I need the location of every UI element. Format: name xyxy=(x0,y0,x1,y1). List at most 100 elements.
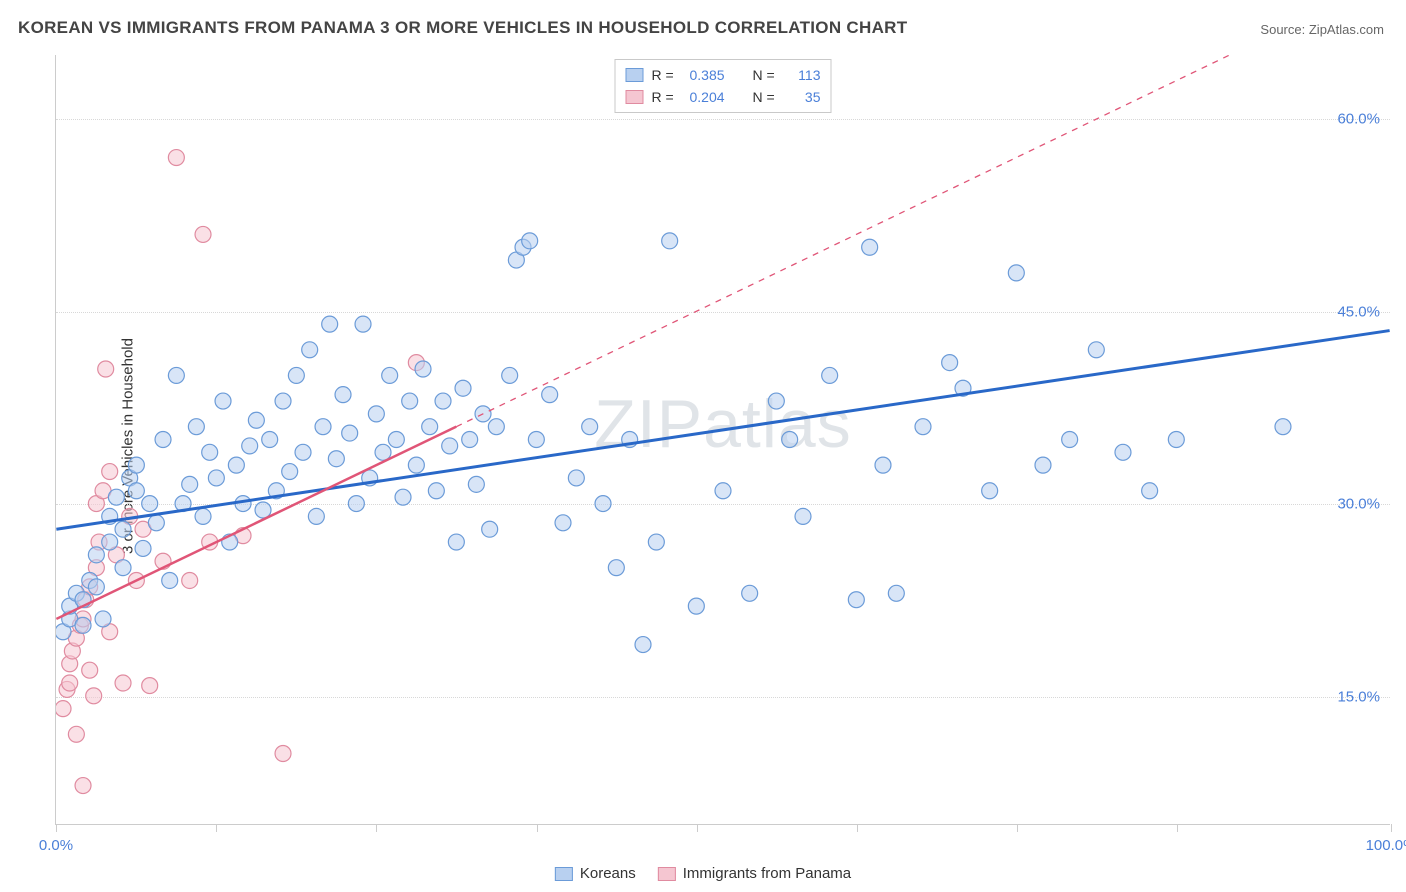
scatter-point xyxy=(56,701,71,717)
scatter-point xyxy=(115,675,131,691)
scatter-point xyxy=(108,489,124,505)
swatch-panama xyxy=(658,867,676,881)
scatter-point xyxy=(468,476,484,492)
scatter-point xyxy=(795,508,811,524)
scatter-point xyxy=(648,534,664,550)
scatter-point xyxy=(75,617,91,633)
scatter-point xyxy=(148,515,164,531)
source-attribution: Source: ZipAtlas.com xyxy=(1260,22,1384,37)
scatter-point xyxy=(168,367,184,383)
scatter-point xyxy=(322,316,338,332)
scatter-point xyxy=(1062,432,1078,448)
scatter-point xyxy=(442,438,458,454)
scatter-point xyxy=(248,412,264,428)
scatter-point xyxy=(782,432,798,448)
scatter-point xyxy=(408,457,424,473)
scatter-point xyxy=(982,483,998,499)
swatch-koreans xyxy=(626,68,644,82)
scatter-point xyxy=(688,598,704,614)
scatter-point xyxy=(115,521,131,537)
scatter-point xyxy=(215,393,231,409)
x-tick xyxy=(697,824,698,832)
scatter-point xyxy=(822,367,838,383)
plot-area: ZIPatlas R = 0.385 N = 113 R = 0.204 N =… xyxy=(55,55,1390,825)
scatter-point xyxy=(315,419,331,435)
scatter-point xyxy=(488,419,504,435)
source-name: ZipAtlas.com xyxy=(1309,22,1384,37)
scatter-point xyxy=(455,380,471,396)
scatter-point xyxy=(182,476,198,492)
scatter-point xyxy=(1168,432,1184,448)
scatter-point xyxy=(915,419,931,435)
scatter-point xyxy=(715,483,731,499)
scatter-point xyxy=(282,464,298,480)
r-value-koreans: 0.385 xyxy=(690,67,745,83)
scatter-point xyxy=(102,534,118,550)
scatter-point xyxy=(135,540,151,556)
scatter-point xyxy=(62,675,78,691)
source-label: Source: xyxy=(1260,22,1305,37)
scatter-point xyxy=(302,342,318,358)
x-tick xyxy=(376,824,377,832)
scatter-point xyxy=(462,432,478,448)
scatter-point xyxy=(95,611,111,627)
scatter-point xyxy=(162,572,178,588)
scatter-point xyxy=(635,637,651,653)
scatter-point xyxy=(422,419,438,435)
scatter-point xyxy=(342,425,358,441)
scatter-point xyxy=(1115,444,1131,460)
trend-line xyxy=(56,331,1389,530)
scatter-point xyxy=(1088,342,1104,358)
scatter-point xyxy=(862,239,878,255)
scatter-point xyxy=(155,432,171,448)
n-label: N = xyxy=(753,67,783,83)
scatter-point xyxy=(208,470,224,486)
x-tick xyxy=(216,824,217,832)
n-value-panama: 35 xyxy=(791,89,821,105)
scatter-point xyxy=(555,515,571,531)
trend-line xyxy=(56,427,456,619)
scatter-point xyxy=(448,534,464,550)
scatter-point xyxy=(528,432,544,448)
scatter-point xyxy=(1275,419,1291,435)
scatter-point xyxy=(86,688,102,704)
scatter-point xyxy=(228,457,244,473)
scatter-point xyxy=(75,778,91,794)
n-label: N = xyxy=(753,89,783,105)
scatter-point xyxy=(195,508,211,524)
scatter-point xyxy=(415,361,431,377)
scatter-point xyxy=(582,419,598,435)
scatter-point xyxy=(888,585,904,601)
swatch-panama xyxy=(626,90,644,104)
scatter-point xyxy=(388,432,404,448)
scatter-point xyxy=(128,483,144,499)
scatter-point xyxy=(428,483,444,499)
chart-title: KOREAN VS IMMIGRANTS FROM PANAMA 3 OR MO… xyxy=(18,18,907,38)
x-tick xyxy=(537,824,538,832)
x-tick xyxy=(1391,824,1392,832)
scatter-point xyxy=(662,233,678,249)
n-value-koreans: 113 xyxy=(791,67,821,83)
scatter-point xyxy=(202,444,218,460)
scatter-point xyxy=(88,547,104,563)
scatter-point xyxy=(275,393,291,409)
legend-item-panama: Immigrants from Panama xyxy=(658,865,851,882)
x-tick xyxy=(56,824,57,832)
scatter-point xyxy=(1035,457,1051,473)
scatter-point xyxy=(82,662,98,678)
scatter-point xyxy=(568,470,584,486)
scatter-point xyxy=(768,393,784,409)
scatter-point xyxy=(68,726,84,742)
correlation-legend: R = 0.385 N = 113 R = 0.204 N = 35 xyxy=(615,59,832,113)
x-tick-label: 0.0% xyxy=(39,837,73,854)
scatter-point xyxy=(308,508,324,524)
scatter-point xyxy=(288,367,304,383)
trend-line xyxy=(456,55,1389,427)
scatter-point xyxy=(115,560,131,576)
r-value-panama: 0.204 xyxy=(690,89,745,105)
legend-item-koreans: Koreans xyxy=(555,865,636,882)
scatter-point xyxy=(98,361,114,377)
scatter-point xyxy=(435,393,451,409)
scatter-point xyxy=(262,432,278,448)
r-label: R = xyxy=(652,89,682,105)
